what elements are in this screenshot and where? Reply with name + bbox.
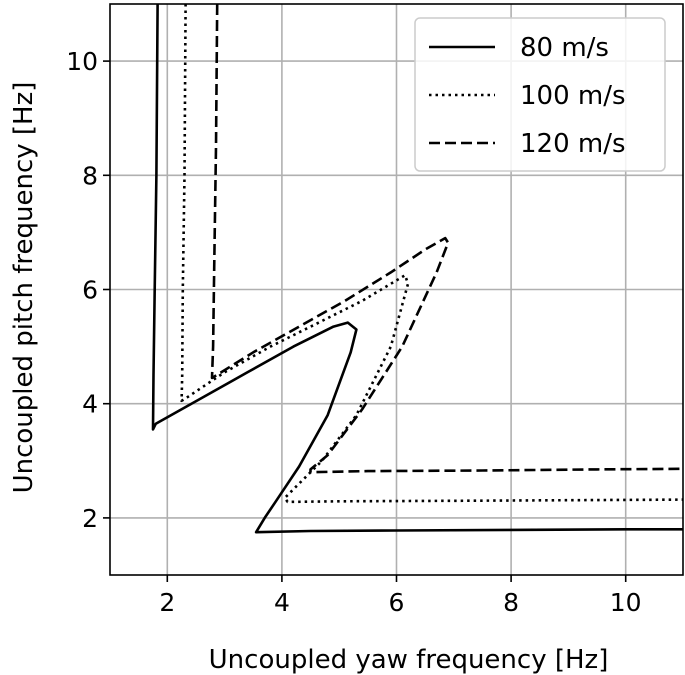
x-tick-label: 6 — [389, 588, 405, 617]
legend-label: 100 m/s — [520, 81, 626, 111]
legend-label: 80 m/s — [520, 33, 609, 63]
axis-ticks: 2 4 6 8 10 2 4 6 8 10 — [66, 47, 641, 617]
x-tick-label: 2 — [159, 588, 175, 617]
y-tick-label: 2 — [82, 504, 98, 533]
series-line-80-m-s — [151, 4, 683, 534]
x-tick-label: 4 — [274, 588, 290, 617]
series-lines — [151, 4, 683, 534]
series-line-120-m-s — [210, 4, 683, 474]
legend: 80 m/s 100 m/s 120 m/s — [414, 17, 666, 172]
y-axis-label: Uncoupled pitch frequency [Hz] — [9, 82, 39, 494]
y-tick-label: 10 — [66, 47, 98, 76]
y-tick-label: 4 — [82, 390, 98, 419]
x-tick-label: 8 — [503, 588, 519, 617]
series-line-100-m-s — [180, 4, 683, 504]
legend-box — [414, 17, 666, 172]
x-axis-label: Uncoupled yaw frequency [Hz] — [209, 645, 609, 675]
y-tick-label: 8 — [82, 161, 98, 190]
legend-label: 120 m/s — [520, 129, 626, 159]
x-tick-label: 10 — [610, 588, 642, 617]
y-tick-label: 6 — [82, 276, 98, 305]
